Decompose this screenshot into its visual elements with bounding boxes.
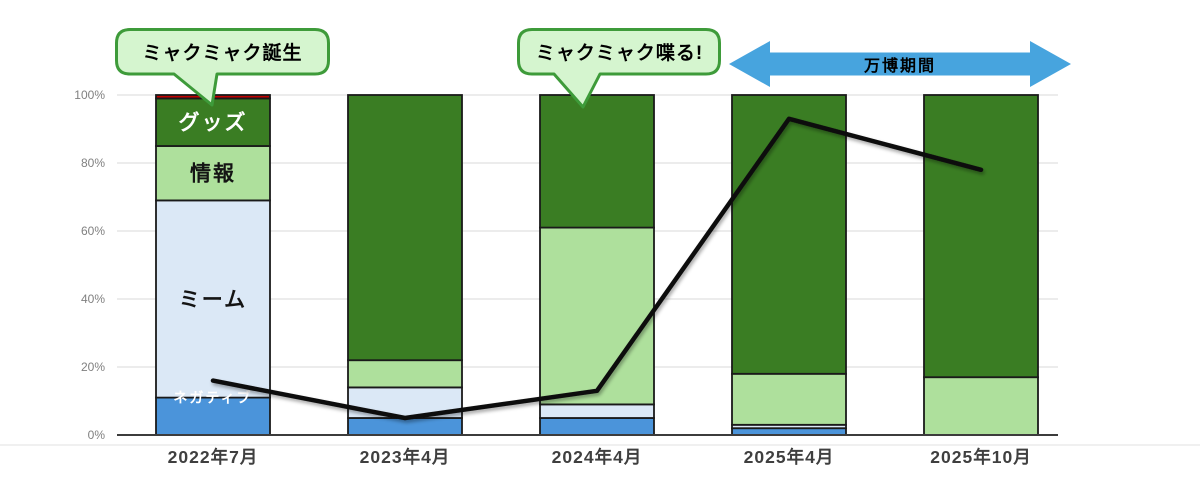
callout-myakumyaku-talks-bubble: [517, 28, 721, 109]
bar-segment-meme: [347, 386, 463, 419]
segment-label-meme: ミーム: [179, 288, 247, 311]
axis: [0, 434, 1200, 446]
bar-segment-negative: [539, 417, 655, 436]
category-label: 2024年4月: [552, 447, 643, 467]
callout-myakumyaku-talks-label: ミャクミャク喋る!: [535, 43, 704, 64]
callout-myakumyaku-birth-bubble: [115, 28, 330, 107]
trend-line: [210, 116, 984, 421]
expo-period-arrow: [729, 41, 1071, 87]
trend-polyline: [210, 116, 984, 421]
bar-segment-negative: [347, 417, 463, 436]
bar-segment-negative: [155, 396, 271, 436]
bar-segment-goods: [155, 97, 271, 147]
y-tick-label: 100%: [74, 88, 105, 102]
y-tick-label: 60%: [81, 224, 105, 238]
bar-segment-info: [155, 145, 271, 202]
bar-segment-meme: [155, 199, 271, 399]
bars: 2022年7月 2023年4月 2024年4月 2025年4月 2025年10月 ネガティ…: [155, 94, 1039, 467]
y-tick-label: 40%: [81, 292, 105, 306]
segment-label-goods: グッズ: [179, 111, 248, 135]
callout-myakumyaku-birth-label: ミャクミャク誕生: [142, 43, 303, 64]
bar-segment-meme: [539, 403, 655, 419]
y-tick-label: 20%: [81, 360, 105, 374]
bar-segment-info: [731, 372, 847, 426]
y-tick-label: 0%: [88, 428, 106, 442]
bar-segment-info: [923, 376, 1039, 436]
bar-segment-goods: [923, 94, 1039, 379]
segment-label-negative: ネガティブ: [173, 390, 252, 406]
bar-segment-goods: [347, 94, 463, 362]
category-label: 2025年10月: [930, 447, 1031, 467]
bar-segment-negative: [731, 427, 847, 436]
bar-segment-goods: [731, 94, 847, 375]
category-label: 2022年7月: [168, 447, 259, 467]
bar-segment-goods: [539, 94, 655, 229]
y-tick-label: 80%: [81, 156, 105, 170]
annotation-shapes: [115, 28, 1071, 109]
bar-segment-info: [539, 226, 655, 406]
category-label: 2025年4月: [744, 447, 835, 467]
category-label: 2023年4月: [360, 447, 451, 467]
bar-segment-info: [347, 359, 463, 389]
expo-period-label: 万博期間: [863, 58, 936, 75]
segment-label-info: 情報: [190, 162, 236, 186]
